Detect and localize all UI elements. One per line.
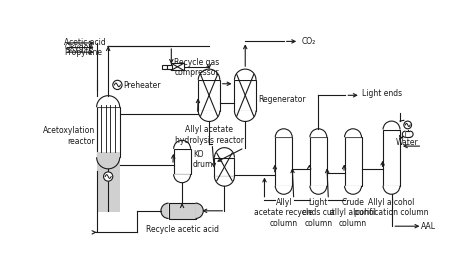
Text: Propylene: Propylene bbox=[64, 48, 102, 57]
Wedge shape bbox=[310, 129, 327, 137]
Text: Acetoxylation
reactor: Acetoxylation reactor bbox=[43, 126, 95, 146]
Wedge shape bbox=[310, 186, 327, 194]
Wedge shape bbox=[196, 203, 203, 218]
Bar bbox=[162, 65, 167, 69]
Text: Acetic acid: Acetic acid bbox=[64, 38, 106, 47]
Bar bbox=[167, 65, 172, 69]
Wedge shape bbox=[235, 69, 256, 80]
Text: CO₂: CO₂ bbox=[301, 37, 316, 46]
Text: Light ends: Light ends bbox=[362, 89, 402, 98]
Bar bbox=[97, 152, 120, 212]
Text: Allyl acetate
hydrolysis reactor: Allyl acetate hydrolysis reactor bbox=[174, 125, 244, 145]
Bar bbox=[97, 107, 120, 157]
Text: Oxygen: Oxygen bbox=[64, 43, 93, 52]
Text: AAL: AAL bbox=[421, 222, 436, 231]
Text: Light
ends cut
column: Light ends cut column bbox=[302, 198, 335, 228]
Wedge shape bbox=[198, 111, 220, 121]
Text: Allyl
acetate recycle
column: Allyl acetate recycle column bbox=[254, 198, 313, 228]
Bar bbox=[235, 80, 256, 111]
Text: Crude
allyl alcohol
column: Crude allyl alcohol column bbox=[330, 198, 376, 228]
Bar bbox=[345, 137, 362, 186]
Wedge shape bbox=[173, 174, 191, 183]
Wedge shape bbox=[345, 129, 362, 137]
Text: Preheater: Preheater bbox=[124, 81, 161, 90]
Bar bbox=[214, 158, 235, 176]
Bar bbox=[169, 203, 196, 218]
Wedge shape bbox=[235, 111, 256, 121]
Text: Recycle acetic acid: Recycle acetic acid bbox=[146, 225, 219, 234]
Text: Regenerator: Regenerator bbox=[258, 95, 306, 104]
Wedge shape bbox=[198, 69, 220, 80]
Bar bbox=[383, 129, 400, 186]
Bar bbox=[171, 63, 183, 70]
Bar bbox=[275, 137, 292, 186]
Bar bbox=[310, 137, 327, 186]
Text: Water: Water bbox=[396, 138, 419, 147]
Wedge shape bbox=[383, 121, 400, 129]
Bar bbox=[173, 149, 191, 174]
Bar bbox=[198, 80, 220, 111]
Wedge shape bbox=[214, 148, 235, 158]
Wedge shape bbox=[402, 131, 405, 137]
Wedge shape bbox=[173, 140, 191, 149]
Text: Recycle gas
compressor: Recycle gas compressor bbox=[174, 58, 219, 77]
Wedge shape bbox=[383, 186, 400, 194]
Wedge shape bbox=[345, 186, 362, 194]
Wedge shape bbox=[214, 176, 235, 186]
Wedge shape bbox=[161, 203, 169, 218]
Bar bbox=[405, 131, 410, 137]
Wedge shape bbox=[97, 157, 120, 169]
Circle shape bbox=[404, 121, 411, 129]
Text: Allyl alcohol
purification column: Allyl alcohol purification column bbox=[354, 198, 429, 218]
Circle shape bbox=[113, 80, 122, 90]
Wedge shape bbox=[275, 186, 292, 194]
Circle shape bbox=[103, 172, 113, 181]
Wedge shape bbox=[410, 131, 413, 137]
Wedge shape bbox=[97, 96, 120, 107]
Text: KO
drum: KO drum bbox=[193, 150, 213, 169]
Wedge shape bbox=[275, 129, 292, 137]
